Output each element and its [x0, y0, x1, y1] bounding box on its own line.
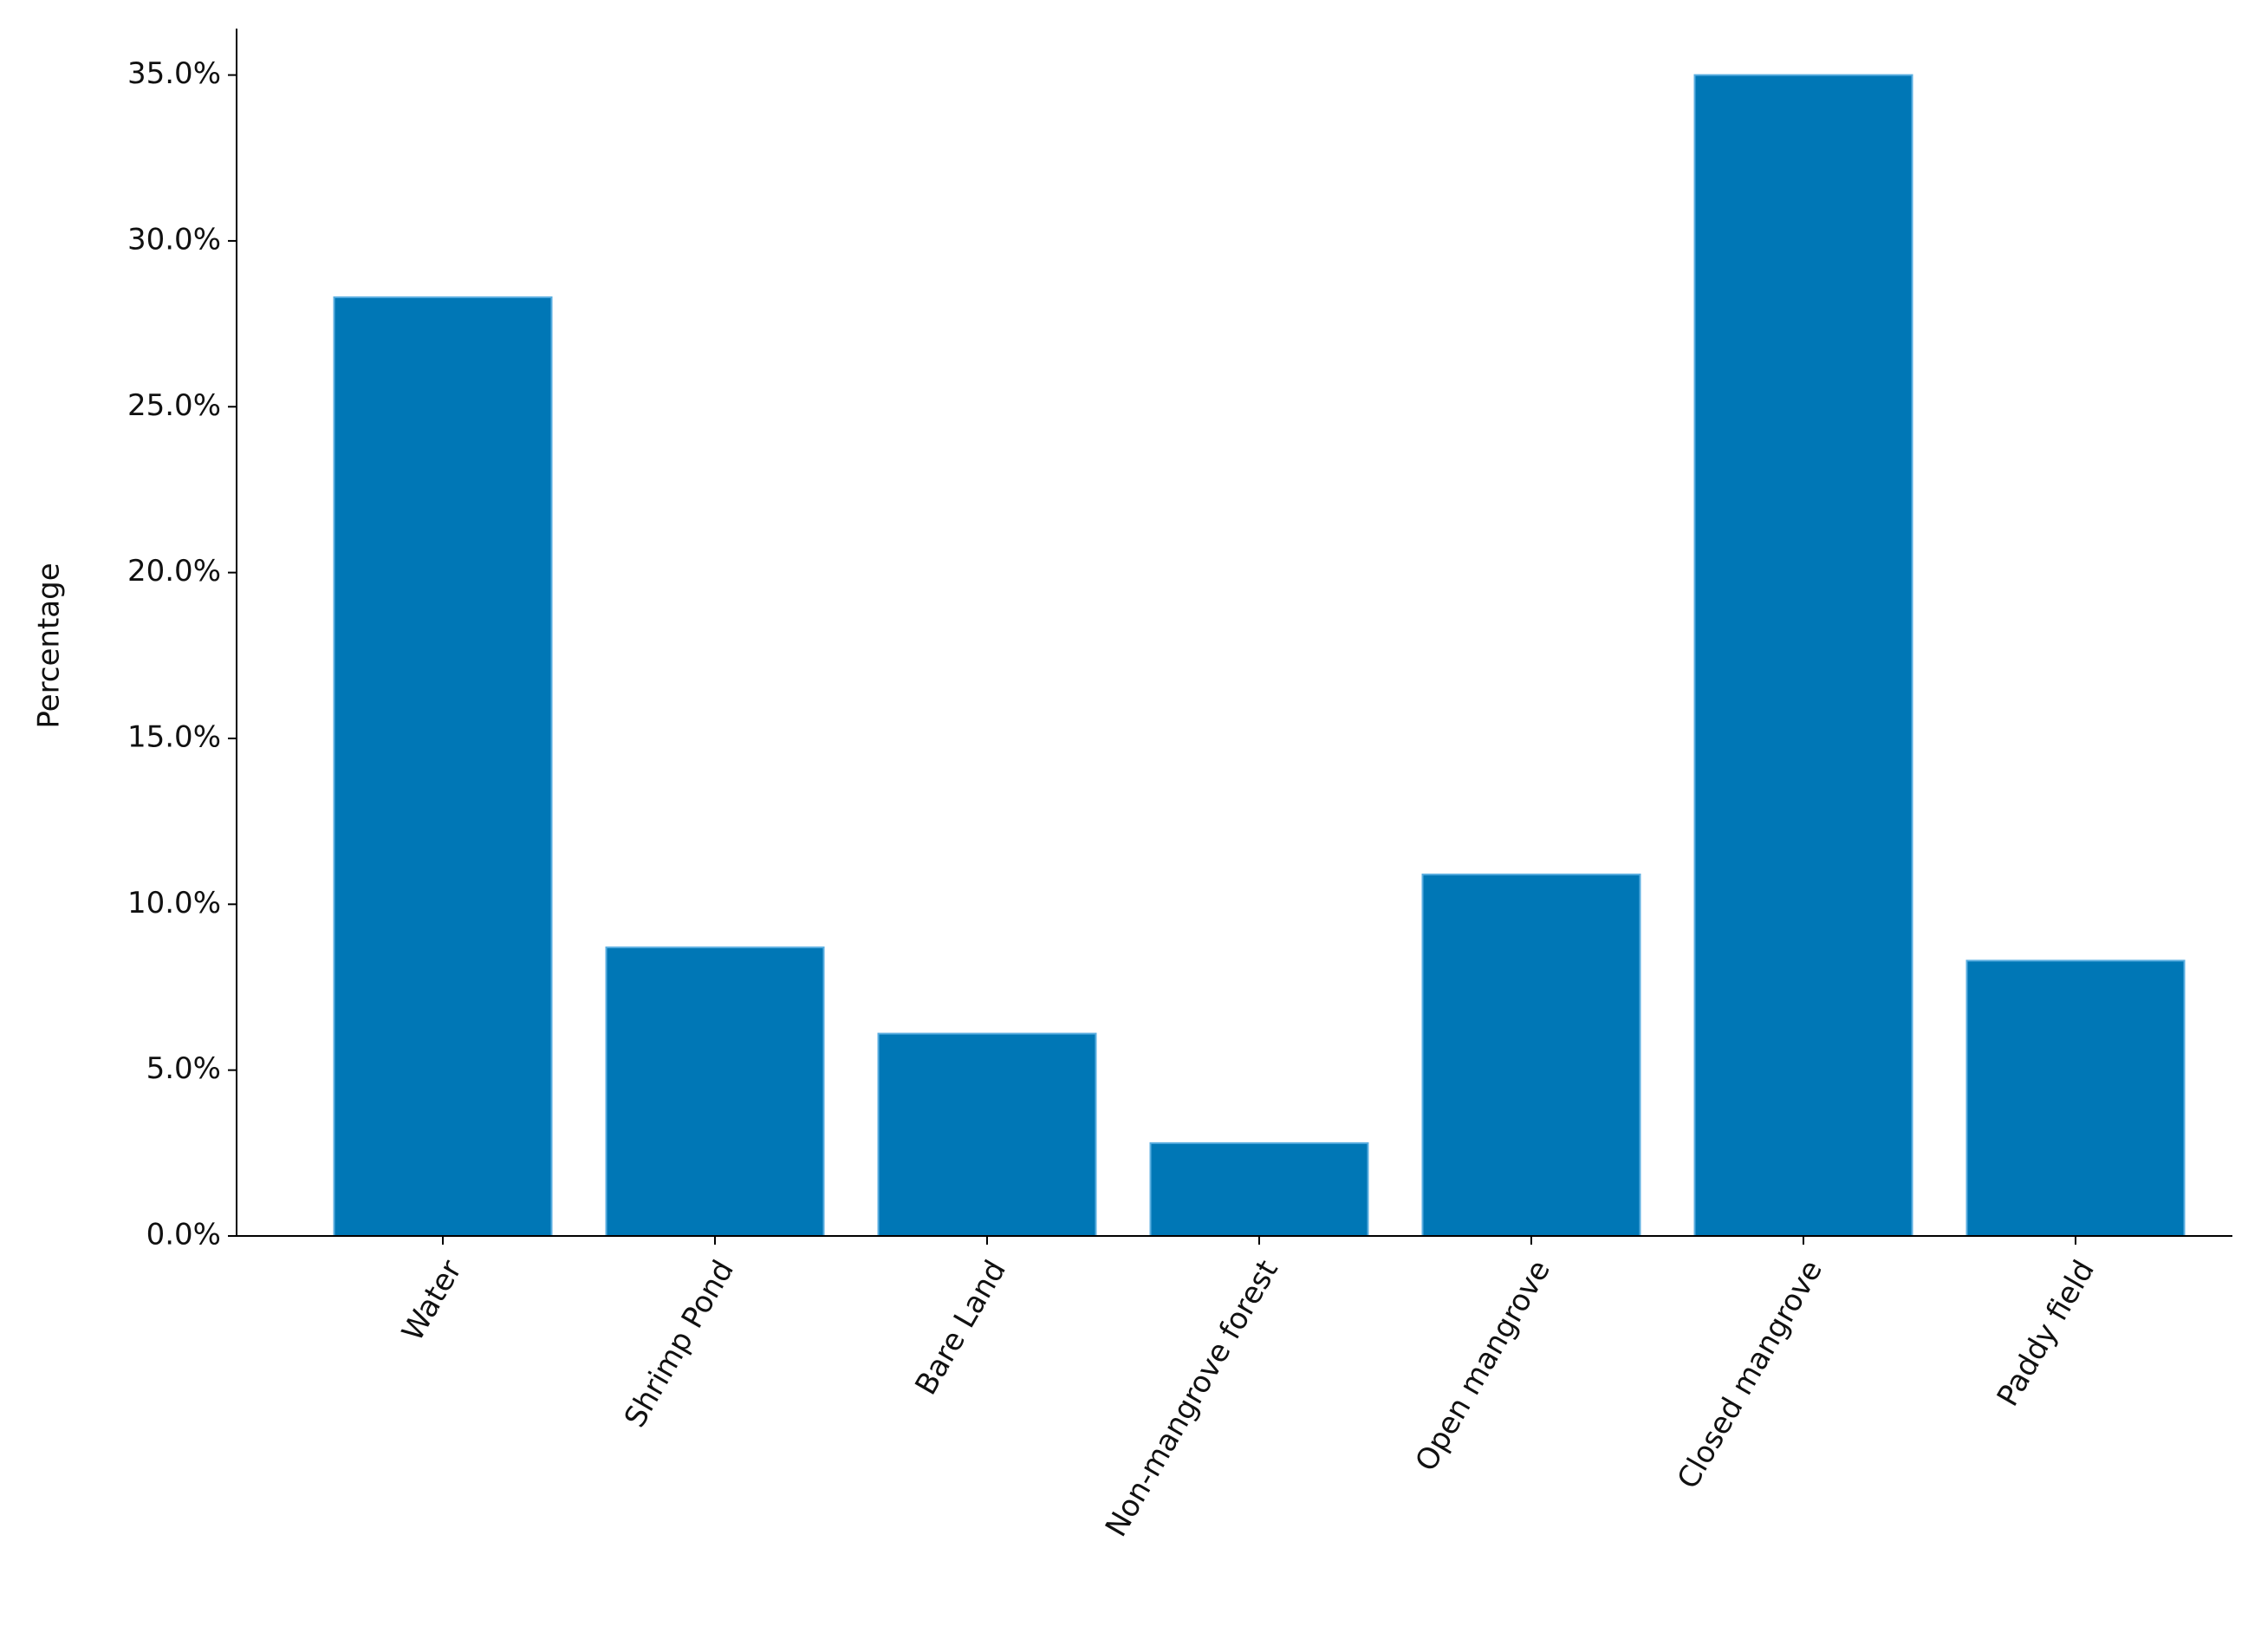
x-tick-label: Non-mangrove forest	[1099, 1254, 1285, 1543]
x-tick-label: Water	[395, 1254, 469, 1347]
y-tick-label: 30.0%	[127, 222, 221, 257]
x-tick-label: Bare Land	[908, 1254, 1013, 1401]
y-tick-label: 20.0%	[127, 554, 221, 589]
bar	[1421, 873, 1641, 1237]
y-axis-label: Percentage	[32, 563, 67, 728]
bar	[1149, 1141, 1369, 1238]
bar	[333, 296, 553, 1238]
x-tick-label: Open mangrove	[1408, 1254, 1557, 1477]
x-tick-label: Shrimp Pond	[618, 1254, 741, 1433]
bar	[1965, 959, 2186, 1237]
bar	[877, 1032, 1097, 1238]
y-tick-label: 5.0%	[146, 1051, 221, 1086]
bar	[605, 946, 825, 1238]
y-tick-label: 10.0%	[127, 886, 221, 920]
bar	[1693, 74, 1913, 1238]
y-tick-label: 35.0%	[127, 56, 221, 91]
y-tick-label: 25.0%	[127, 388, 221, 423]
x-tick-label: Closed mangrove	[1671, 1254, 1829, 1494]
y-tick-label: 15.0%	[127, 719, 221, 754]
y-tick-label: 0.0%	[146, 1218, 221, 1252]
x-tick-label: Paddy field	[1991, 1254, 2102, 1412]
